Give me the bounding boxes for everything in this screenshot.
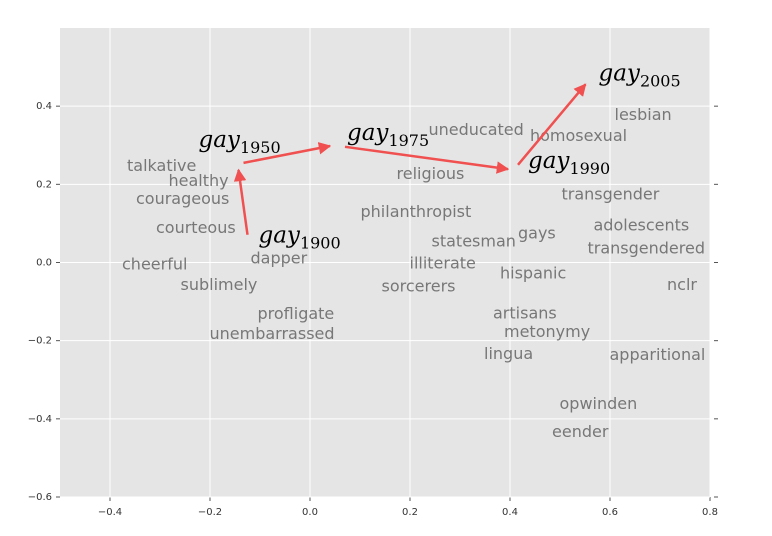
word-label: lesbian: [615, 105, 672, 124]
word-label: uneducated: [429, 120, 524, 139]
word-label: artisans: [493, 303, 557, 322]
x-tick-label: −0.2: [198, 507, 222, 518]
word-label: courteous: [156, 218, 236, 237]
x-tick-label: −0.4: [98, 507, 122, 518]
word-label: statesman: [432, 231, 516, 250]
word-label: sorcerers: [382, 276, 456, 295]
word-label: nclr: [667, 275, 697, 294]
word-label: homosexual: [530, 126, 627, 145]
highlight-word: gay1950: [199, 127, 281, 157]
y-tick-label: −0.6: [28, 492, 52, 503]
highlight-word: gay1975: [347, 120, 429, 150]
word-label: religious: [397, 164, 465, 183]
word-label: profligate: [258, 304, 335, 323]
x-tick-label: 0.2: [402, 507, 418, 518]
word: gay: [259, 223, 301, 249]
x-tick-label: 0.8: [702, 507, 718, 518]
year-subscript: 1990: [569, 159, 610, 178]
word: gay: [199, 127, 241, 153]
highlight-word: gay1900: [259, 223, 341, 253]
year-subscript: 1950: [240, 138, 281, 157]
word-label: sublimely: [181, 275, 258, 294]
word-label: philanthropist: [361, 202, 472, 221]
word-label: unembarrassed: [210, 324, 335, 343]
year-subscript: 2005: [640, 71, 681, 90]
word-label: illiterate: [410, 253, 476, 272]
arrow: [233, 168, 249, 235]
word-label: eender: [552, 422, 609, 441]
word-label: cheerful: [122, 255, 187, 274]
highlight-word: gay2005: [599, 60, 681, 90]
x-tick-label: 0.0: [302, 507, 318, 518]
word-label: healthy: [169, 171, 229, 190]
word-label: transgender: [562, 185, 660, 204]
year-subscript: 1900: [300, 234, 341, 253]
word: gay: [528, 148, 570, 174]
word: gay: [599, 60, 641, 86]
highlight-word: gay1990: [528, 148, 610, 178]
y-tick-label: 0.0: [36, 258, 52, 269]
arrow: [243, 142, 332, 165]
word-label: apparitional: [610, 345, 706, 364]
year-subscript: 1975: [388, 131, 429, 150]
word-label: gays: [518, 224, 556, 243]
word-label: opwinden: [560, 394, 638, 413]
arrow: [517, 83, 587, 166]
x-tick-label: 0.4: [502, 507, 518, 518]
y-tick-label: −0.4: [28, 414, 52, 425]
y-tick-label: 0.4: [36, 101, 52, 112]
word-label: lingua: [484, 344, 533, 363]
y-tick-label: 0.2: [36, 179, 52, 190]
arrow: [344, 145, 510, 174]
word-label: adolescents: [594, 215, 690, 234]
word-label: talkative: [127, 156, 196, 175]
word-label: dapper: [251, 249, 308, 268]
y-tick-label: −0.2: [28, 336, 52, 347]
x-tick-label: 0.6: [602, 507, 618, 518]
word-label: metonymy: [504, 322, 590, 341]
word-label: courageous: [136, 189, 229, 208]
word-label: hispanic: [500, 264, 566, 283]
word: gay: [347, 120, 389, 146]
word-label: transgendered: [588, 239, 706, 258]
